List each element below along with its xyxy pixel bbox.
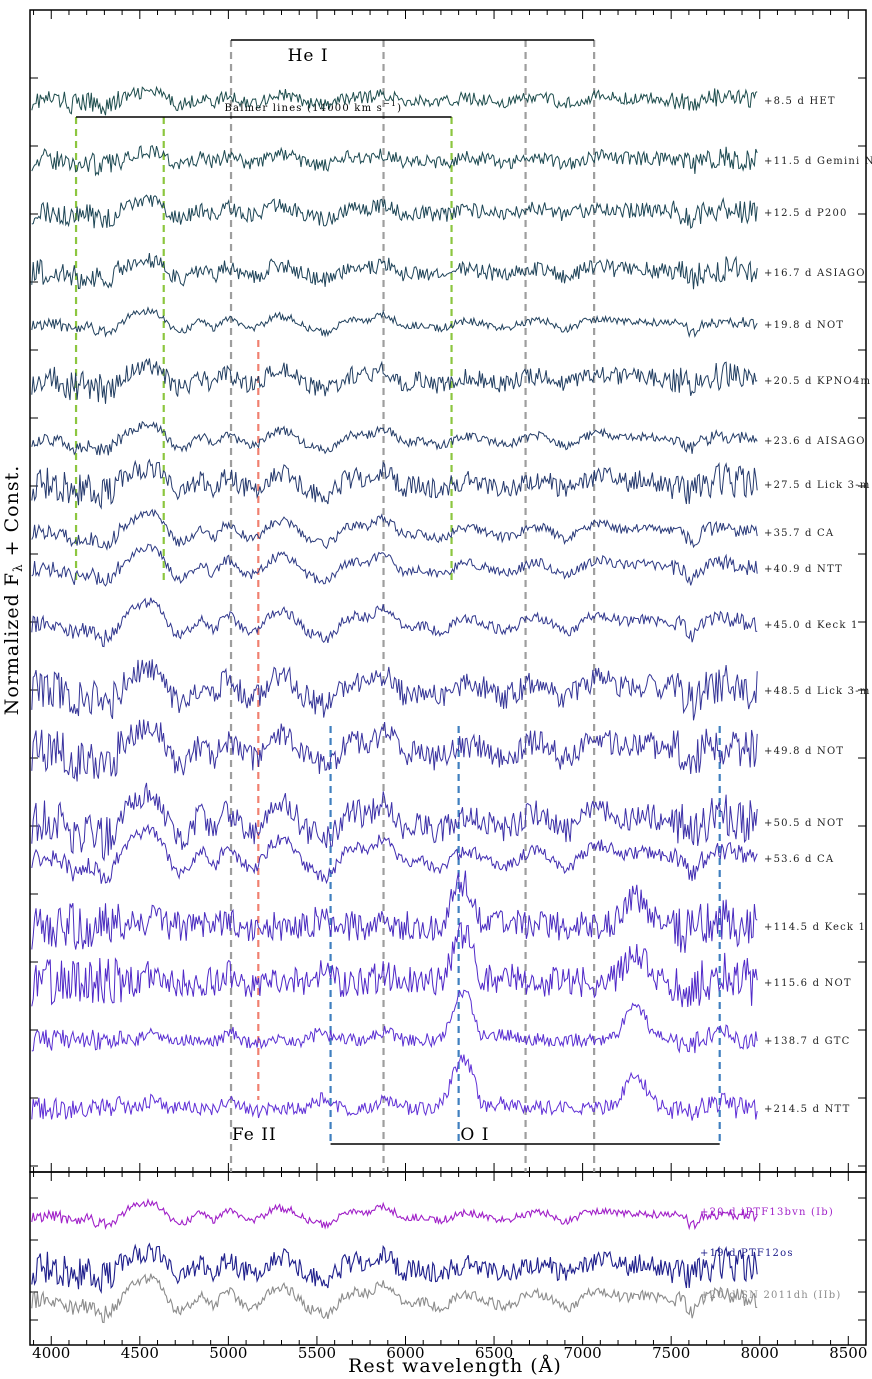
balmer-label: Balmer lines (14000 km s−1) <box>224 99 402 114</box>
x-tick-label: 5500 <box>298 1344 336 1362</box>
spectrum-label: +50.5 d NOT <box>764 818 844 829</box>
x-tick-label: 8500 <box>829 1344 867 1362</box>
axis-ticks <box>30 9 867 1345</box>
spectrum-line <box>31 85 758 116</box>
y-axis-title: Normalized Fλ + Const. <box>1 465 25 716</box>
spectrum-line <box>31 358 758 404</box>
spectrum-label: +23.6 d AISAGO <box>764 436 866 447</box>
spectrum-label: +11.5 d Gemini N <box>764 156 872 167</box>
spectrum-line <box>31 306 758 339</box>
spectrum-line <box>31 508 758 551</box>
x-tick-label: 7500 <box>652 1344 690 1362</box>
spectrum-line <box>31 922 758 1008</box>
spectrum-label: +20.5 d KPNO4m <box>764 376 871 387</box>
x-tick-label: 7000 <box>564 1344 602 1362</box>
comparison-spectrum-label: +19 d PTF12os <box>700 1248 794 1259</box>
spectrum-label: +35.7 d CA <box>764 528 834 539</box>
x-tick-label: 5000 <box>209 1344 247 1362</box>
bottom-panel-frame <box>29 1171 867 1346</box>
spectrum-line <box>31 194 758 229</box>
top-panel-frame <box>29 9 867 1173</box>
top-panel-spectra: +8.5 d HET +11.5 d Gemini N +12.5 d P200 +1… <box>31 85 872 1121</box>
spectrum-line <box>31 989 758 1054</box>
x-tick-labels: 4000 4500 5000 5500 6000 6500 7000 7500 8000 8500 <box>32 1344 867 1362</box>
spectrum-line <box>31 870 758 953</box>
x-tick-label: 8000 <box>741 1344 779 1362</box>
x-tick-label: 4000 <box>32 1344 70 1362</box>
comparison-spectrum-label: +20 d SN 2011dh (IIb) <box>700 1290 841 1301</box>
spectrum-label: +40.9 d NTT <box>764 564 843 575</box>
fe-ii-label: Fe II <box>232 1125 277 1145</box>
spectrum-label: +53.6 d CA <box>764 854 834 865</box>
spectrum-line <box>31 144 758 177</box>
x-tick-label: 4500 <box>121 1344 159 1362</box>
spectrum-label: +8.5 d HET <box>764 96 836 107</box>
spectrum-label: +48.5 d Lick 3-m <box>764 686 871 697</box>
spectrum-line <box>31 253 758 290</box>
x-axis-title: Rest wavelength (Å) <box>348 1355 562 1377</box>
spectrum-label: +214.5 d NTT <box>764 1104 850 1115</box>
comparison-spectrum-line <box>31 1197 758 1231</box>
spectrum-label: +16.7 d ASIAGO <box>764 268 866 279</box>
spectrum-label: +114.5 d Keck 1 <box>764 922 866 933</box>
x-tick-label: 6000 <box>386 1344 424 1362</box>
comparison-spectrum-line <box>31 1273 758 1324</box>
comparison-spectrum-line <box>31 1242 758 1294</box>
spectrum-label: +27.5 d Lick 3-m <box>764 480 871 491</box>
x-tick-label: 6500 <box>475 1344 513 1362</box>
spectrum-label: +19.8 d NOT <box>764 320 844 331</box>
spectrum-line <box>31 458 758 510</box>
spectrum-line <box>31 420 758 456</box>
o-i-label: O I <box>460 1125 489 1145</box>
spectrum-line <box>31 823 758 885</box>
spectrum-line <box>31 782 758 862</box>
spectrum-line <box>31 543 758 587</box>
spectrum-line <box>31 659 758 721</box>
spectrum-label: +12.5 d P200 <box>764 208 848 219</box>
spectrum-label: +45.0 d Keck 1 <box>764 620 859 631</box>
spectrum-label: +115.6 d NOT <box>764 978 852 989</box>
spectrum-line <box>31 1054 758 1121</box>
he-i-label: He I <box>288 46 329 66</box>
spectrum-label: +138.7 d GTC <box>764 1036 850 1047</box>
comparison-spectrum-label: +20 d iPTF13bvn (Ib) <box>700 1207 834 1218</box>
spectrum-line <box>31 719 758 782</box>
comparison-spectra: +20 d iPTF13bvn (Ib) +19 d PTF12os +20 d S… <box>31 1197 841 1324</box>
spectrum-line <box>31 597 758 648</box>
spectrum-label: +49.8 d NOT <box>764 746 844 757</box>
